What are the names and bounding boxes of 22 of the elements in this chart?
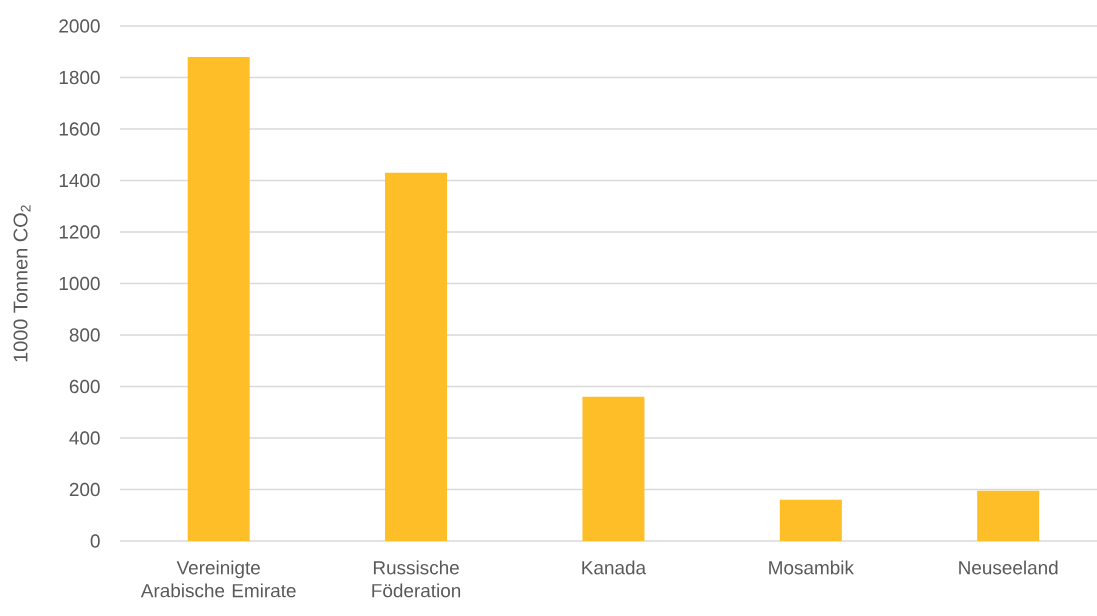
bar bbox=[582, 396, 645, 541]
y-tick-label: 800 bbox=[69, 328, 100, 342]
y-tick-label: 1400 bbox=[59, 173, 100, 188]
y-tick-label: 0 bbox=[90, 534, 100, 548]
y-tick-label: 400 bbox=[69, 431, 100, 445]
y-tick-label: 1800 bbox=[59, 70, 100, 85]
y-tick-label: 600 bbox=[69, 379, 100, 394]
bar bbox=[385, 172, 448, 541]
y-tick-label: 1600 bbox=[59, 122, 100, 136]
y-tick-label: 1000 bbox=[59, 276, 100, 291]
bar bbox=[779, 499, 842, 541]
x-tick-label: Russische Föderation bbox=[372, 560, 461, 598]
x-tick-label: Kanada bbox=[582, 560, 647, 575]
bar bbox=[187, 56, 250, 541]
x-tick-label: Neuseeland bbox=[959, 560, 1058, 575]
bar bbox=[977, 490, 1040, 541]
y-tick-label: 1200 bbox=[59, 225, 100, 239]
y-tick-label: 200 bbox=[69, 482, 100, 497]
y-axis-title: 1000 Tonnen CO$_{2}$ bbox=[13, 205, 31, 362]
y-tick-label: 2000 bbox=[59, 19, 100, 33]
x-tick-label: Vereinigte Arabische Emirate bbox=[140, 560, 296, 598]
x-tick-label: Mosambik bbox=[769, 560, 854, 575]
